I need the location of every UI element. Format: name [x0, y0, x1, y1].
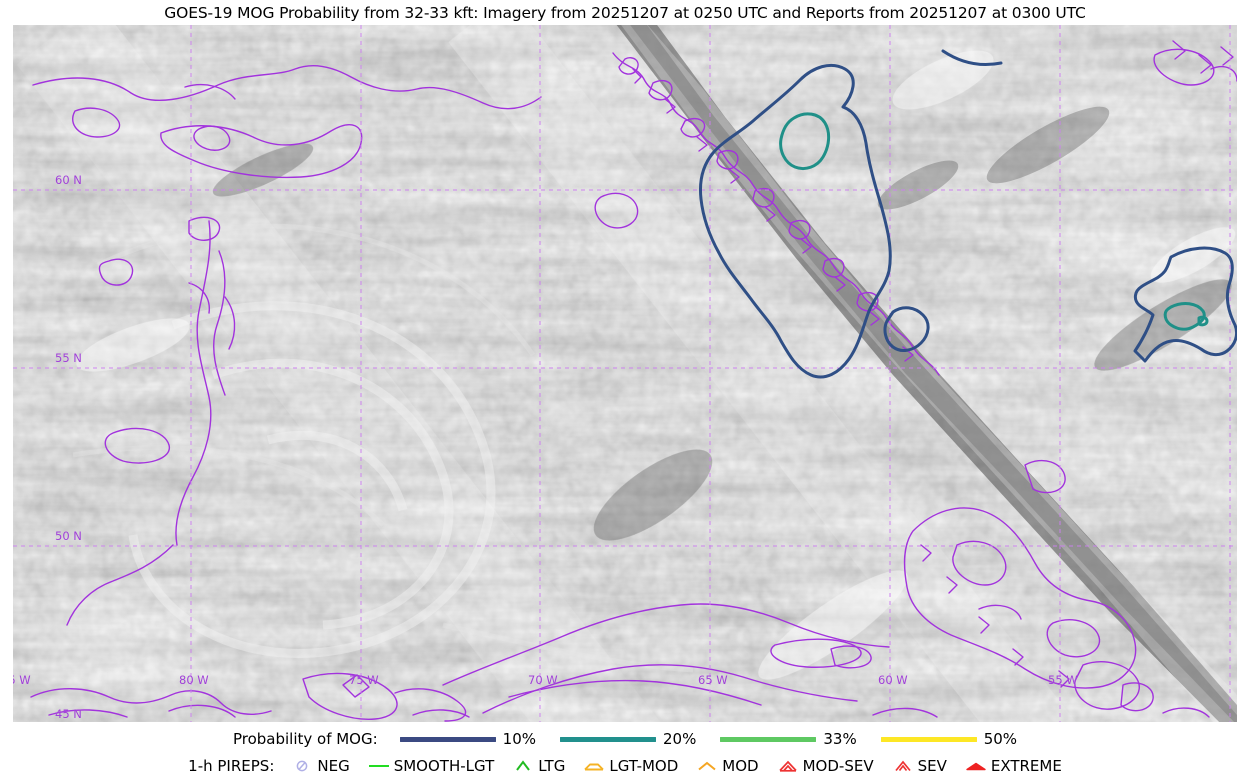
contour-20-east-atlantic-core	[1163, 302, 1206, 331]
contour-10-east-atlantic	[1133, 246, 1237, 363]
lat-label-50n: 50 N	[55, 529, 82, 543]
flat-peak-icon	[582, 758, 606, 774]
prob-10-swatch	[399, 736, 496, 742]
pirep-mod-label: MOD	[722, 757, 759, 775]
map-panel[interactable]: 60 N 55 N 50 N 45 N 85 W 80 W 75 W 70 W …	[13, 25, 1237, 722]
legend-item-pirep-ltg[interactable]: LTG	[511, 757, 565, 775]
prob-50-swatch	[880, 736, 977, 742]
legend-row-probability: Probability of MOG: 10% 20% 33% 50%	[0, 726, 1250, 752]
lon-label-80w: 80 W	[179, 673, 209, 687]
legend-item-pirep-extreme[interactable]: EXTREME	[964, 757, 1062, 775]
circle-slash-icon	[290, 758, 314, 774]
legend-item-prob-20[interactable]: 20%	[560, 730, 696, 748]
mog-probability-contour-layer	[699, 49, 1237, 379]
pirep-extreme-label: EXTREME	[990, 757, 1062, 775]
legend-item-pirep-neg[interactable]: NEG	[290, 757, 350, 775]
lat-label-45n: 45 N	[55, 707, 82, 721]
house-peak-icon	[776, 758, 800, 774]
peak-base-icon	[891, 758, 915, 774]
legend-item-prob-10[interactable]: 10%	[399, 730, 537, 748]
contour-20-labrador-core	[779, 112, 831, 171]
prob-50-label: 50%	[983, 730, 1018, 748]
contour-20-east-dot	[1197, 315, 1209, 327]
pirep-mod-sev-label: MOD-SEV	[802, 757, 874, 775]
legend-item-pirep-sev[interactable]: SEV	[891, 757, 947, 775]
prob-20-label: 20%	[663, 730, 697, 748]
contour-10-north-arc	[941, 49, 1003, 66]
prob-33-label: 33%	[823, 730, 857, 748]
satellite-imagery-layer	[13, 25, 1237, 722]
legend-item-pirep-lgt-mod[interactable]: LGT-MOD	[582, 757, 678, 775]
legend-item-pirep-mod[interactable]: MOD	[695, 757, 759, 775]
gridline-layer	[13, 25, 1237, 722]
prob-33-swatch	[720, 736, 817, 742]
pirep-sev-label: SEV	[917, 757, 947, 775]
lon-label-85w: 85 W	[13, 673, 31, 687]
pirep-smooth-lgt-label: SMOOTH-LGT	[393, 757, 495, 775]
contour-10-gulf-small	[883, 306, 930, 352]
lon-label-60w: 60 W	[878, 673, 908, 687]
prob-20-swatch	[560, 736, 657, 742]
line-icon	[367, 758, 391, 774]
legend-item-prob-50[interactable]: 50%	[880, 730, 1018, 748]
lon-label-55w: 55 W	[1048, 673, 1078, 687]
caret-icon	[695, 758, 719, 774]
lon-label-75w: 75 W	[349, 673, 379, 687]
lat-label-60n: 60 N	[55, 173, 82, 187]
prob-10-label: 10%	[502, 730, 537, 748]
probability-legend-title: Probability of MOG:	[232, 730, 378, 748]
pirep-neg-label: NEG	[317, 757, 350, 775]
pireps-legend-title: 1-h PIREPS:	[188, 757, 275, 775]
caret-icon	[511, 758, 535, 774]
page-title: GOES-19 MOG Probability from 32-33 kft: …	[164, 3, 1086, 22]
title-bar: GOES-19 MOG Probability from 32-33 kft: …	[0, 0, 1250, 25]
lon-label-65w: 65 W	[698, 673, 728, 687]
filled-triangle-icon	[964, 758, 988, 774]
pirep-lgt-mod-label: LGT-MOD	[609, 757, 679, 775]
legend-item-pirep-smooth-lgt[interactable]: SMOOTH-LGT	[367, 757, 495, 775]
pirep-ltg-label: LTG	[538, 757, 566, 775]
legend-row-pireps: 1-h PIREPS: NEG SMOOTH-LGT	[0, 752, 1250, 780]
legend-item-prob-33[interactable]: 33%	[720, 730, 857, 748]
lat-label-55n: 55 N	[55, 351, 82, 365]
contour-10-labrador	[699, 64, 892, 379]
legend-panel: Probability of MOG: 10% 20% 33% 50% 1-h …	[0, 726, 1250, 782]
legend-item-pirep-mod-sev[interactable]: MOD-SEV	[776, 757, 874, 775]
lon-label-70w: 70 W	[528, 673, 558, 687]
